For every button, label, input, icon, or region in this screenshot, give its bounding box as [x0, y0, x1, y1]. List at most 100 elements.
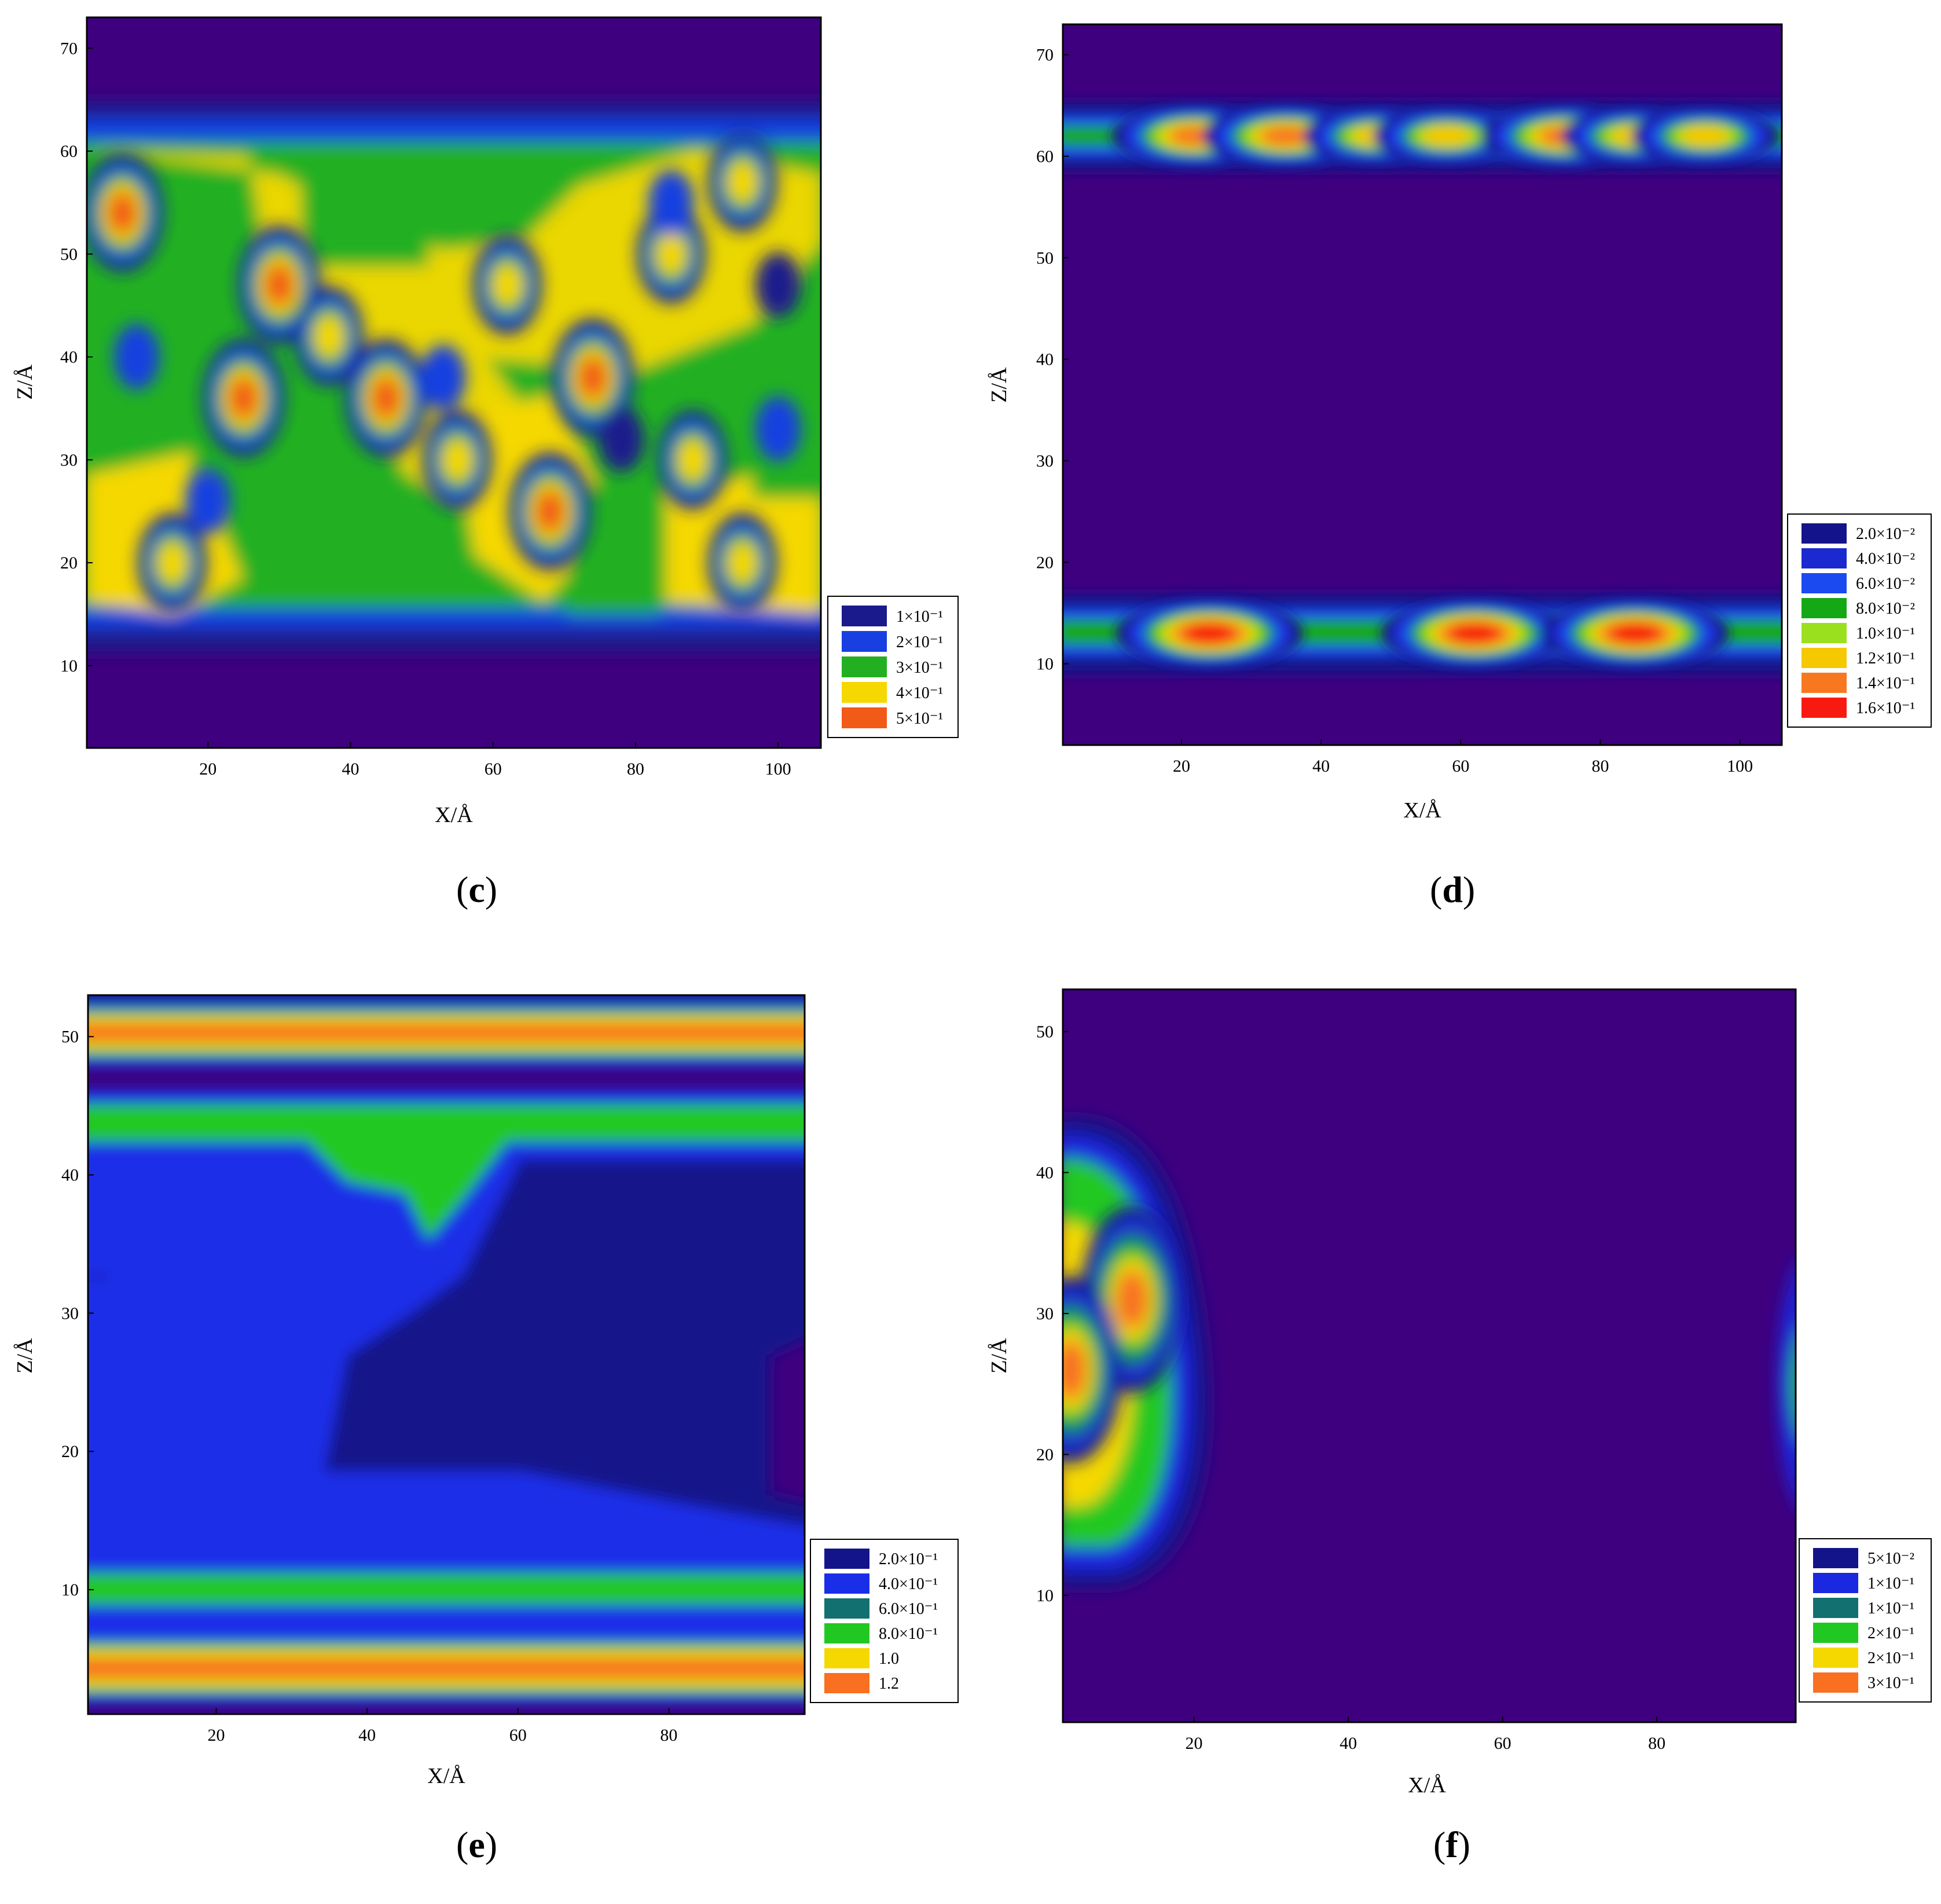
heatmap-c: 20 40 60 80 100 10 20 30 40 50 60 70 X/Å Z/Å 1×10⁻¹… [13, 16, 959, 827]
y-tick-label: 10 [61, 1580, 79, 1599]
right-edge-blob [1778, 1265, 1796, 1504]
contour-hole [598, 406, 644, 472]
legend-label: 8.0×10⁻¹ [879, 1625, 938, 1643]
x-tick-label: 40 [358, 1726, 376, 1745]
mid-region-blue-left [88, 1089, 805, 1634]
contour-spot [107, 191, 138, 235]
y-tick-label: 50 [61, 1028, 79, 1047]
panel-c: 20 40 60 80 100 10 20 30 40 50 60 70 X/Å Z/Å 1×10⁻¹… [0, 0, 970, 951]
legend-label: 2.0×10⁻² [1856, 525, 1915, 543]
contour-spot [677, 438, 708, 482]
y-tick-label: 50 [1036, 248, 1054, 267]
contour-hole [113, 324, 160, 390]
x-axis-label: X/Å [435, 803, 473, 827]
y-tick-label: 50 [60, 245, 78, 264]
mid-region-blue-2 [88, 1276, 185, 1470]
legend-label: 6.0×10⁻² [1856, 575, 1915, 593]
legend-swatch [842, 682, 887, 703]
contour-hole [755, 252, 801, 318]
legend-swatch [1801, 598, 1847, 618]
legend-swatch [842, 606, 887, 626]
green-patch-4 [301, 174, 428, 266]
y-tick-label: 40 [1036, 350, 1054, 369]
y-tick-label: 60 [1036, 147, 1054, 166]
top-band-orange [88, 1023, 805, 1042]
bottom-band-orange [88, 1658, 805, 1679]
legend-label: 4.0×10⁻¹ [879, 1575, 938, 1593]
legend-c: 1×10⁻¹ 2×10⁻¹ 3×10⁻¹ 4×10⁻¹ 5×10⁻¹ [827, 596, 959, 738]
contour-spot [371, 376, 401, 420]
y-tick-label: 10 [1036, 1586, 1054, 1605]
spots-d [1111, 105, 1779, 668]
legend-frame [1787, 513, 1932, 728]
legend-label: 1×10⁻¹ [896, 608, 943, 626]
contour-hole [648, 170, 694, 236]
legend-label: 2.0×10⁻¹ [879, 1550, 938, 1568]
plot-frame [1062, 23, 1783, 746]
contour-spot [157, 541, 188, 585]
legend-label: 3×10⁻¹ [896, 659, 943, 677]
legend-label: 8.0×10⁻² [1856, 600, 1915, 618]
x-tick-label: 80 [1591, 757, 1609, 776]
heatmap-d: 20 40 60 80 100 10 20 30 40 50 60 70 X/Å Z/Å 2.0×10… [987, 23, 1932, 823]
y-axis-label: Z/Å [13, 364, 37, 400]
panel-label-f: (f) [1433, 1824, 1470, 1865]
y-tick-label: 10 [60, 656, 78, 676]
y-tick-label: 20 [60, 553, 78, 573]
contour-spot [314, 314, 344, 358]
panel-e: 20 40 60 80 10 20 30 40 50 X/Å Z/Å 2.0×10⁻¹ 4.0×1… [0, 951, 970, 1901]
y-tick-label: 70 [60, 39, 78, 58]
plot-frame [1062, 988, 1797, 1723]
contour-spot [656, 232, 687, 276]
top-dark [88, 995, 805, 1003]
axes-d: 20 40 60 80 100 10 20 30 40 50 60 70 [1036, 46, 1753, 776]
legend-swatch [1801, 573, 1847, 593]
legend-label: 1×10⁻¹ [1867, 1575, 1914, 1593]
x-tick-label: 80 [627, 760, 644, 779]
legend-swatch [824, 1573, 869, 1594]
x-tick-label: 60 [509, 1726, 527, 1745]
y-axis-label: Z/Å [987, 367, 1011, 403]
legend-swatch [1813, 1548, 1858, 1568]
x-tick-label: 60 [485, 760, 502, 779]
spots-f [1063, 1206, 1183, 1463]
legend-label: 1.0×10⁻¹ [1856, 625, 1915, 643]
contour-spot [492, 263, 523, 307]
contour-spot [1184, 623, 1235, 643]
contour-spot [535, 489, 566, 533]
x-tick-label: 80 [660, 1726, 677, 1745]
legend-swatch [842, 707, 887, 728]
y-axis-label: Z/Å [987, 1338, 1011, 1374]
y-tick-label: 10 [1036, 655, 1054, 674]
legend-swatch [1813, 1598, 1858, 1618]
legend-label: 1.4×10⁻¹ [1856, 674, 1915, 692]
contour-hole [185, 468, 231, 534]
heatmap-e: 20 40 60 80 10 20 30 40 50 X/Å Z/Å 2.0×10⁻¹ 4.0×1… [13, 994, 959, 1788]
y-tick-label: 30 [60, 450, 78, 469]
x-tick-label: 40 [1312, 757, 1330, 776]
contour-spot [1610, 623, 1661, 643]
contour-spot [1116, 1270, 1149, 1329]
y-tick-label: 40 [1036, 1164, 1054, 1183]
legend-d: 2.0×10⁻² 4.0×10⁻² 6.0×10⁻² 8.0×10⁻² 1.0×10⁻¹… [1787, 513, 1932, 728]
legend-swatch [1801, 673, 1847, 693]
legend-e: 2.0×10⁻¹ 4.0×10⁻¹ 6.0×10⁻¹ 8.0×10⁻¹ 1.0 1.2 [810, 1539, 959, 1703]
contour-spot [1679, 126, 1730, 146]
panel-f: 20 40 60 80 10 20 30 40 50 X/Å Z/Å 5×10⁻² 1×10⁻¹ 1… [970, 951, 1941, 1901]
axes-e: 20 40 60 80 10 20 30 40 50 [61, 1028, 677, 1745]
y-tick-label: 70 [1036, 46, 1054, 65]
legend-swatch [824, 1623, 869, 1643]
contour-hole [755, 396, 801, 462]
contour-spot [1450, 623, 1500, 643]
panel-d: 20 40 60 80 100 10 20 30 40 50 60 70 X/Å Z/Å 2.0×10… [970, 0, 1941, 951]
legend-swatch [1813, 1573, 1858, 1593]
y-tick-label: 20 [1036, 553, 1054, 572]
legend-label: 2×10⁻¹ [1867, 1624, 1914, 1642]
x-tick-label: 60 [1452, 757, 1469, 776]
x-axis-label: X/Å [427, 1764, 465, 1788]
y-axis-label: Z/Å [13, 1338, 37, 1374]
x-axis-label: X/Å [1408, 1773, 1446, 1797]
plot-frame [86, 16, 822, 749]
legend-label: 4×10⁻¹ [896, 684, 943, 702]
x-tick-label: 20 [1186, 1734, 1203, 1753]
